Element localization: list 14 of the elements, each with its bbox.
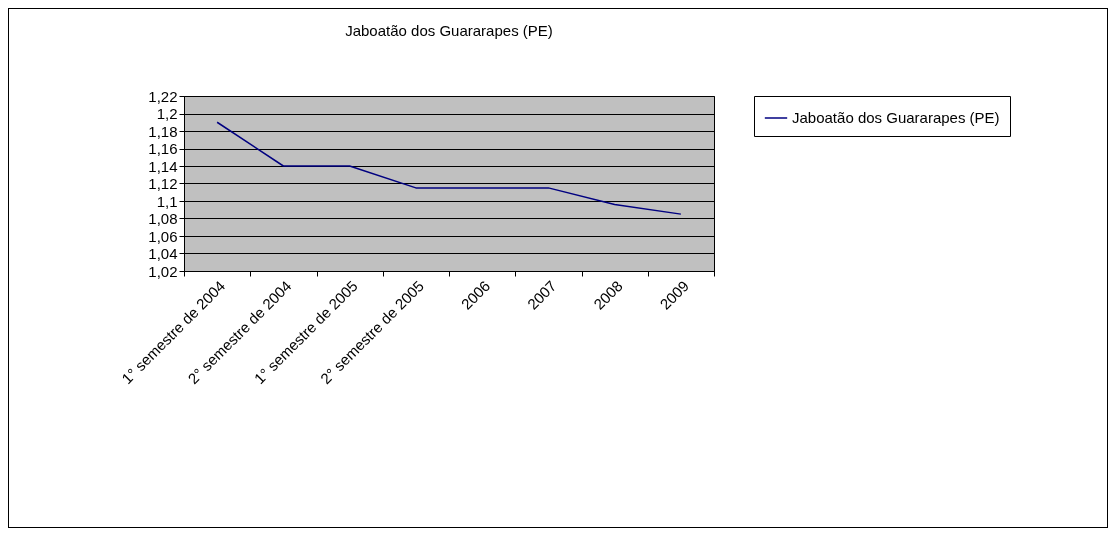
y-tick-label: 1,02: [148, 262, 178, 280]
y-tick-label: 1,18: [148, 122, 178, 140]
y-tick-label: 1,12: [148, 175, 178, 192]
y-tick-label: 1,06: [148, 227, 178, 245]
y-tick-label: 1,2: [156, 105, 178, 122]
legend-label: Jaboatão dos Guararapes (PE): [792, 109, 1000, 126]
y-tick-label: 1,16: [148, 140, 178, 157]
chart-title: Jaboatão dos Guararapes (PE): [345, 22, 553, 39]
y-tick-label: 1,04: [148, 245, 178, 262]
y-tick-label: 1,14: [148, 157, 178, 175]
y-tick-label: 1,22: [148, 87, 178, 105]
y-tick-label: 1,08: [148, 210, 178, 227]
y-tick-label: 1,1: [156, 192, 178, 210]
line-series: [216, 121, 682, 215]
